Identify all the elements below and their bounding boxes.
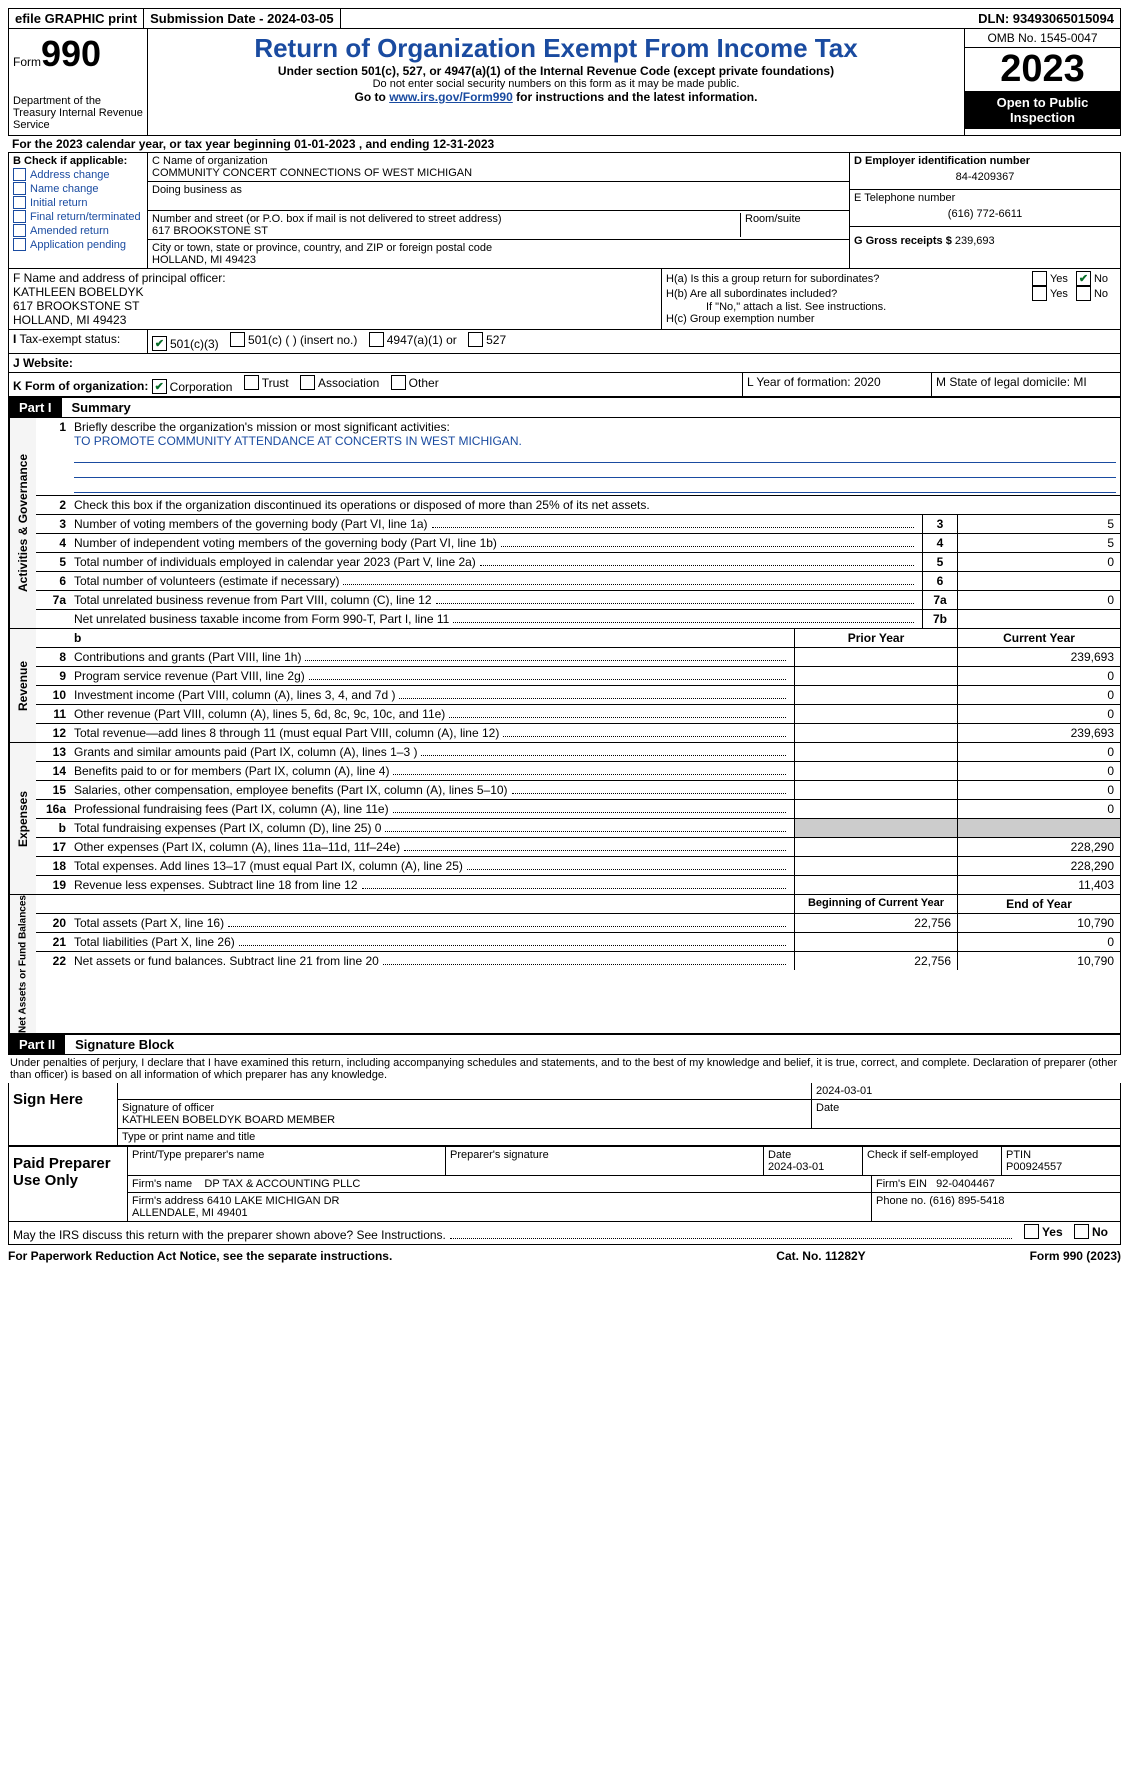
- hdr-end-year: End of Year: [957, 895, 1120, 913]
- chk-app-pending[interactable]: [13, 238, 26, 251]
- footer-left: For Paperwork Reduction Act Notice, see …: [8, 1249, 721, 1263]
- box-b-label: B Check if applicable:: [13, 155, 143, 167]
- sig-officer: KATHLEEN BOBELDYK BOARD MEMBER: [122, 1114, 335, 1126]
- form-header: Form990 Department of the Treasury Inter…: [8, 29, 1121, 136]
- dln: DLN: 93493065015094: [972, 9, 1120, 28]
- officer-addr1: 617 BROOKSTONE ST: [13, 299, 657, 313]
- h-b: H(b) Are all subordinates included?: [666, 288, 1032, 300]
- chk-4947[interactable]: [369, 332, 384, 347]
- chk-corp[interactable]: [152, 379, 167, 394]
- discuss-text: May the IRS discuss this return with the…: [13, 1228, 446, 1242]
- dept-treasury: Department of the Treasury Internal Reve…: [13, 95, 143, 131]
- ein: 84-4209367: [854, 167, 1116, 187]
- chk-address-change[interactable]: [13, 168, 26, 181]
- line-a: For the 2023 calendar year, or tax year …: [8, 136, 1121, 153]
- hdr-beg-year: Beginning of Current Year: [794, 895, 957, 913]
- ein-label: D Employer identification number: [854, 155, 1116, 167]
- paid-preparer: Paid Preparer Use Only: [9, 1147, 127, 1221]
- prep-sig-label: Preparer's signature: [445, 1147, 763, 1175]
- tax-exempt-label: Tax-exempt status:: [19, 332, 120, 346]
- chk-assoc[interactable]: [300, 375, 315, 390]
- ha-yes[interactable]: [1032, 271, 1047, 286]
- ha-no[interactable]: [1076, 271, 1091, 286]
- tax-year: 2023: [965, 48, 1120, 91]
- form-subtitle-1: Under section 501(c), 527, or 4947(a)(1)…: [152, 64, 960, 78]
- discuss-yes[interactable]: [1024, 1224, 1039, 1239]
- efile-label: efile GRAPHIC print: [9, 9, 144, 28]
- vtab-netassets: Net Assets or Fund Balances: [9, 895, 36, 1033]
- year-formation: L Year of formation: 2020: [743, 373, 932, 396]
- chk-527[interactable]: [468, 332, 483, 347]
- sig-officer-label: Signature of officer: [122, 1102, 214, 1114]
- firm-ein: 92-0404467: [936, 1178, 995, 1190]
- chk-amended-return[interactable]: [13, 224, 26, 237]
- officer-addr2: HOLLAND, MI 49423: [13, 313, 657, 327]
- dba-label: Doing business as: [152, 184, 845, 196]
- sig-date-label: Date: [811, 1100, 1120, 1128]
- vtab-activities: Activities & Governance: [9, 418, 36, 628]
- vtab-expenses: Expenses: [9, 743, 36, 894]
- state-domicile: M State of legal domicile: MI: [932, 373, 1120, 396]
- room-label: Room/suite: [745, 213, 845, 225]
- h-b-note: If "No," attach a list. See instructions…: [666, 301, 1116, 313]
- chk-other[interactable]: [391, 375, 406, 390]
- tel: (616) 772-6611: [854, 204, 1116, 224]
- goto-pre: Go to: [355, 90, 390, 104]
- sign-here: Sign Here: [9, 1083, 117, 1145]
- form-subtitle-2: Do not enter social security numbers on …: [152, 78, 960, 90]
- city-label: City or town, state or province, country…: [152, 242, 845, 254]
- chk-name-change[interactable]: [13, 182, 26, 195]
- officer-name: KATHLEEN BOBELDYK: [13, 285, 657, 299]
- goto-post: for instructions and the latest informat…: [513, 90, 758, 104]
- hdr-current-year: Current Year: [957, 629, 1120, 647]
- vtab-revenue: Revenue: [9, 629, 36, 742]
- chk-trust[interactable]: [244, 375, 259, 390]
- ptin: P00924557: [1006, 1161, 1062, 1173]
- top-bar: efile GRAPHIC print Submission Date - 20…: [8, 8, 1121, 29]
- chk-initial-return[interactable]: [13, 196, 26, 209]
- open-to-public: Open to Public Inspection: [965, 91, 1120, 129]
- chk-501c3[interactable]: [152, 336, 167, 351]
- tel-label: E Telephone number: [854, 192, 1116, 204]
- h-c: H(c) Group exemption number: [666, 313, 1116, 325]
- city: HOLLAND, MI 49423: [152, 254, 845, 266]
- prep-check-label: Check if self-employed: [862, 1147, 1001, 1175]
- addr-label: Number and street (or P.O. box if mail i…: [152, 213, 740, 225]
- h-a: H(a) Is this a group return for subordin…: [666, 273, 1032, 285]
- hdr-prior-year: Prior Year: [794, 629, 957, 647]
- part-2-header: Part II Signature Block: [8, 1034, 1121, 1055]
- discuss-no[interactable]: [1074, 1224, 1089, 1239]
- form-word: Form: [13, 55, 41, 69]
- org-name-label: C Name of organization: [152, 155, 845, 167]
- website-label: Website:: [23, 356, 73, 370]
- entity-block: B Check if applicable: Address change Na…: [8, 153, 1121, 269]
- sig-name-label: Type or print name and title: [117, 1129, 1120, 1145]
- firm-phone: (616) 895-5418: [929, 1195, 1004, 1207]
- officer-label: F Name and address of principal officer:: [13, 271, 657, 285]
- addr: 617 BROOKSTONE ST: [152, 225, 740, 237]
- part-1-header: Part I Summary: [8, 397, 1121, 418]
- q2: Check this box if the organization disco…: [70, 496, 1120, 514]
- gross-receipts: 239,693: [955, 235, 995, 247]
- hb-yes[interactable]: [1032, 286, 1047, 301]
- gross-receipts-label: G Gross receipts $: [854, 235, 952, 247]
- org-name: COMMUNITY CONCERT CONNECTIONS OF WEST MI…: [152, 167, 845, 179]
- footer-cat: Cat. No. 11282Y: [721, 1249, 921, 1263]
- form-number: 990: [41, 33, 101, 74]
- omb-number: OMB No. 1545-0047: [965, 29, 1120, 48]
- q1: Briefly describe the organization's miss…: [74, 420, 450, 434]
- form-title: Return of Organization Exempt From Incom…: [152, 33, 960, 64]
- hb-no[interactable]: [1076, 286, 1091, 301]
- form-org-label: K Form of organization:: [13, 379, 148, 393]
- prep-name-label: Print/Type preparer's name: [128, 1147, 445, 1175]
- f-h-block: F Name and address of principal officer:…: [8, 269, 1121, 330]
- irs-link[interactable]: www.irs.gov/Form990: [389, 90, 513, 104]
- mission: TO PROMOTE COMMUNITY ATTENDANCE AT CONCE…: [74, 434, 522, 448]
- firm-name: DP TAX & ACCOUNTING PLLC: [204, 1178, 360, 1190]
- submission-date: Submission Date - 2024-03-05: [144, 9, 341, 28]
- chk-final-return[interactable]: [13, 210, 26, 223]
- chk-501c[interactable]: [230, 332, 245, 347]
- penalty-text: Under penalties of perjury, I declare th…: [8, 1055, 1121, 1083]
